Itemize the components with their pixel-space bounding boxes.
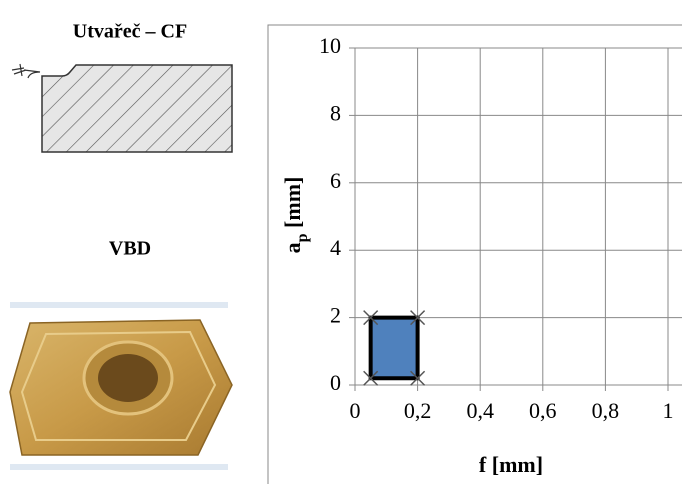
y-tick-label: 6 bbox=[330, 168, 341, 193]
y-tick-label: 8 bbox=[330, 100, 341, 125]
x-tick-label: 1 bbox=[663, 398, 674, 423]
y-axis-title-part: a bbox=[280, 242, 305, 253]
x-tick-label: 0,6 bbox=[529, 398, 557, 423]
y-tick-label: 10 bbox=[319, 33, 341, 58]
x-tick-label: 0 bbox=[350, 398, 361, 423]
y-axis-title-part: p bbox=[294, 233, 311, 242]
insert-image bbox=[10, 302, 232, 470]
y-tick-label: 4 bbox=[330, 235, 341, 260]
panel-label: VBD bbox=[109, 238, 151, 260]
y-axis-title-part: [mm] bbox=[280, 177, 305, 234]
y-tick-label: 0 bbox=[330, 370, 341, 395]
page: Utvařeč – CF VBD ap [mm] f [mm] 02468100… bbox=[0, 0, 682, 484]
y-axis-title: ap [mm] bbox=[280, 177, 311, 254]
chipbreaker-drawing bbox=[12, 64, 232, 152]
x-tick-label: 0,8 bbox=[592, 398, 620, 423]
x-tick-label: 0,2 bbox=[404, 398, 432, 423]
region bbox=[371, 318, 418, 379]
y-tick-label: 2 bbox=[330, 303, 341, 328]
x-tick-label: 0,4 bbox=[466, 398, 494, 423]
panel-title: Utvařeč – CF bbox=[73, 21, 187, 43]
x-axis-title: f [mm] bbox=[479, 452, 543, 477]
